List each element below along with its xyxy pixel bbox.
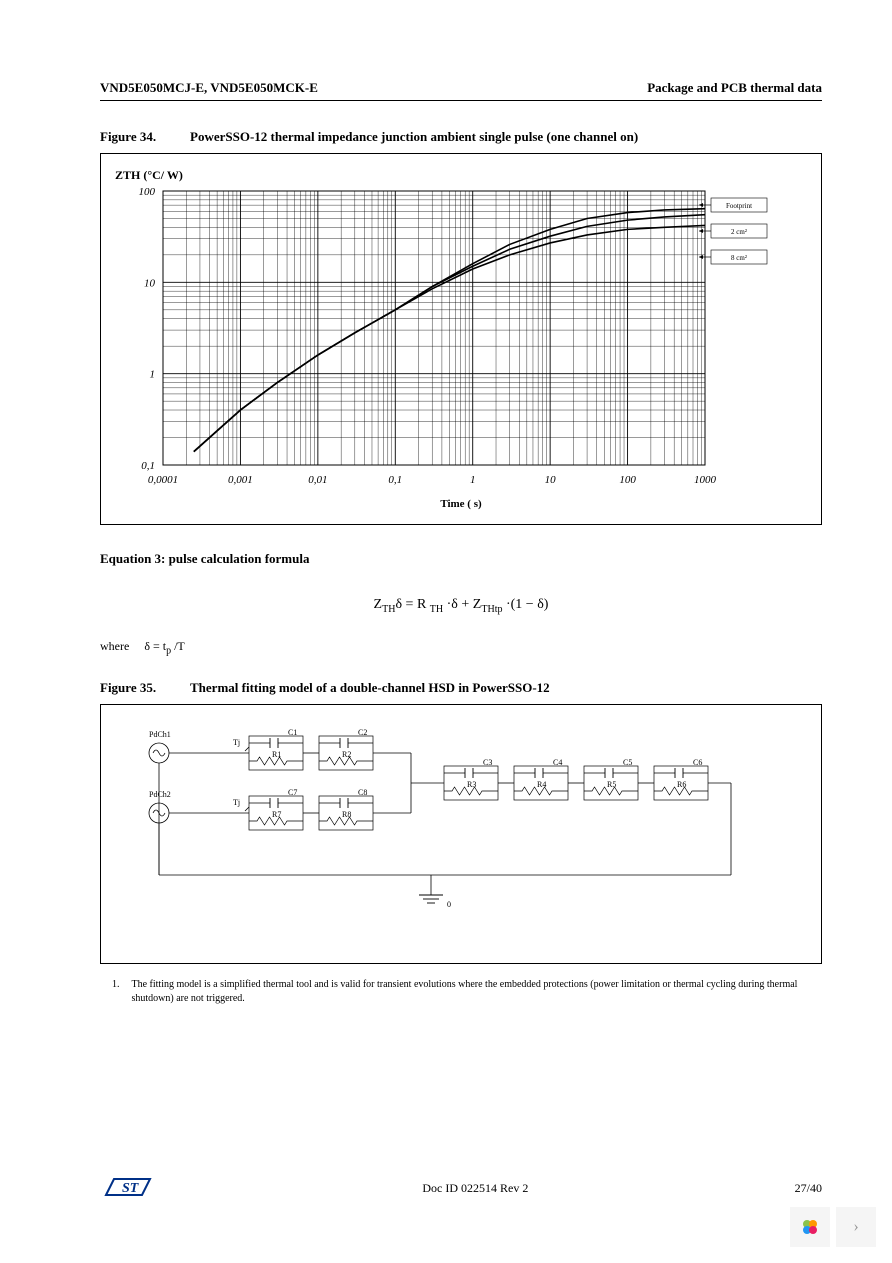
svg-text:10: 10 — [545, 474, 557, 486]
svg-text:R8: R8 — [342, 810, 351, 819]
page-footer: ST Doc ID 022514 Rev 2 27/40 — [100, 1173, 822, 1203]
figure35-number: Figure 35. — [100, 680, 190, 696]
nav-next-icon[interactable]: › — [836, 1207, 876, 1247]
equation3-formula: ZTHδ = R TH ·δ + ZTHtp ·(1 − δ) — [100, 597, 822, 615]
svg-text:R3: R3 — [467, 780, 476, 789]
svg-text:1000: 1000 — [694, 474, 717, 486]
header-right: Package and PCB thermal data — [647, 80, 822, 96]
equation3-heading: Equation 3: pulse calculation formula — [100, 551, 822, 567]
svg-text:C4: C4 — [553, 758, 562, 767]
diagram-svg: PdCh1 PdCh2 Tj Tj C1 R1 C2 R2 C3 R3 C4 R4 C5 R5 C6 R6 C7… — [101, 705, 801, 963]
footer-doc-id: Doc ID 022514 Rev 2 — [422, 1181, 528, 1196]
svg-text:10: 10 — [144, 277, 156, 289]
svg-text:R1: R1 — [272, 750, 281, 759]
svg-text:C6: C6 — [693, 758, 702, 767]
footnote: 1. The fitting model is a simplified the… — [100, 974, 822, 1009]
svg-text:100: 100 — [619, 474, 636, 486]
svg-text:2 cm²: 2 cm² — [731, 228, 747, 236]
svg-text:ST: ST — [122, 1181, 140, 1196]
svg-text:Footprint: Footprint — [726, 202, 752, 210]
svg-text:0,1: 0,1 — [388, 474, 402, 486]
svg-text:R6: R6 — [677, 780, 686, 789]
chart-xlabel: Time ( s) — [115, 498, 807, 510]
svg-text:0,01: 0,01 — [308, 474, 327, 486]
figure34-caption: Figure 34. PowerSSO-12 thermal impedance… — [100, 129, 822, 145]
figure35-caption: Figure 35. Thermal fitting model of a do… — [100, 680, 822, 696]
equation3-where: where δ = tp /T — [100, 639, 822, 656]
nav-flower-icon[interactable] — [790, 1207, 830, 1247]
svg-text:C1: C1 — [288, 728, 297, 737]
svg-text:0: 0 — [447, 900, 451, 909]
footnote-text: The fitting model is a simplified therma… — [132, 978, 811, 1005]
svg-text:0,1: 0,1 — [141, 460, 155, 472]
header-left: VND5E050MCJ-E, VND5E050MCK-E — [100, 80, 318, 96]
svg-text:C7: C7 — [288, 788, 297, 797]
svg-text:8 cm²: 8 cm² — [731, 254, 747, 262]
svg-text:0,0001: 0,0001 — [148, 474, 178, 486]
svg-text:1: 1 — [470, 474, 476, 486]
page-header: VND5E050MCJ-E, VND5E050MCK-E Package and… — [100, 80, 822, 101]
figure34-title: PowerSSO-12 thermal impedance junction a… — [190, 129, 822, 145]
figure35-diagram: PdCh1 PdCh2 Tj Tj C1 R1 C2 R2 C3 R3 C4 R4 C5 R5 C6 R6 C7… — [100, 704, 822, 964]
svg-text:C5: C5 — [623, 758, 632, 767]
svg-text:Tj: Tj — [233, 798, 240, 807]
chart-svg: 0,0001 0,001 0,01 0,1 1 10 100 1000 0,1 1 10 100 Foo… — [115, 183, 775, 493]
svg-text:C8: C8 — [358, 788, 367, 797]
svg-text:PdCh1: PdCh1 — [149, 730, 171, 739]
figure35-title: Thermal fitting model of a double-channe… — [190, 680, 822, 696]
figure34-number: Figure 34. — [100, 129, 190, 145]
svg-text:1: 1 — [150, 369, 156, 381]
figure34-chart: ZTH (°C/ W) 0,00010,0010,010,11101001000… — [100, 153, 822, 525]
svg-text:0,001: 0,001 — [228, 474, 253, 486]
svg-text:R4: R4 — [537, 780, 546, 789]
svg-text:100: 100 — [139, 186, 156, 198]
page: VND5E050MCJ-E, VND5E050MCK-E Package and… — [0, 0, 892, 1263]
nav-controls: › — [790, 1207, 876, 1247]
svg-text:R5: R5 — [607, 780, 616, 789]
footer-page-num: 27/40 — [795, 1181, 822, 1196]
svg-text:R7: R7 — [272, 810, 281, 819]
svg-text:R2: R2 — [342, 750, 351, 759]
st-logo-icon: ST — [100, 1173, 156, 1203]
svg-text:Tj: Tj — [233, 738, 240, 747]
svg-text:PdCh2: PdCh2 — [149, 790, 171, 799]
svg-text:C2: C2 — [358, 728, 367, 737]
footnote-num: 1. — [112, 978, 120, 1005]
svg-text:C3: C3 — [483, 758, 492, 767]
chart-ylabel: ZTH (°C/ W) — [115, 168, 807, 183]
